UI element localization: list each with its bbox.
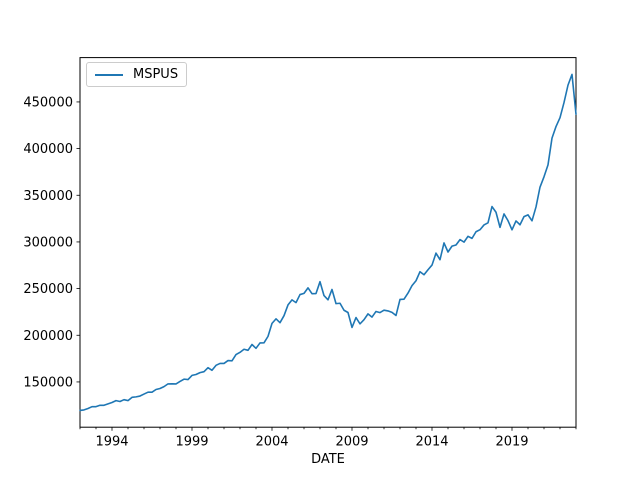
y-tick-label: 400000 — [23, 142, 73, 157]
y-tick-label: 450000 — [23, 95, 73, 110]
x-tick-label: 2009 — [335, 435, 368, 450]
x-tick-label: 2014 — [415, 435, 448, 450]
y-tick-label: 200000 — [23, 329, 73, 344]
plot-border — [79, 57, 577, 428]
legend-line-sample — [95, 73, 123, 76]
legend: MSPUS — [86, 62, 188, 87]
x-tick-label: 1999 — [175, 435, 208, 450]
y-tick-label: 250000 — [23, 282, 73, 297]
y-tick-label: 350000 — [23, 189, 73, 204]
x-tick-label: 2004 — [255, 435, 288, 450]
x-tick-label: 1994 — [95, 435, 128, 450]
x-axis-label: DATE — [311, 452, 345, 467]
x-tick-label: 2019 — [495, 435, 528, 450]
y-tick-label: 300000 — [23, 235, 73, 250]
legend-label: MSPUS — [133, 67, 179, 82]
y-tick-label: 150000 — [23, 375, 73, 390]
data-line-mspus — [79, 73, 577, 412]
